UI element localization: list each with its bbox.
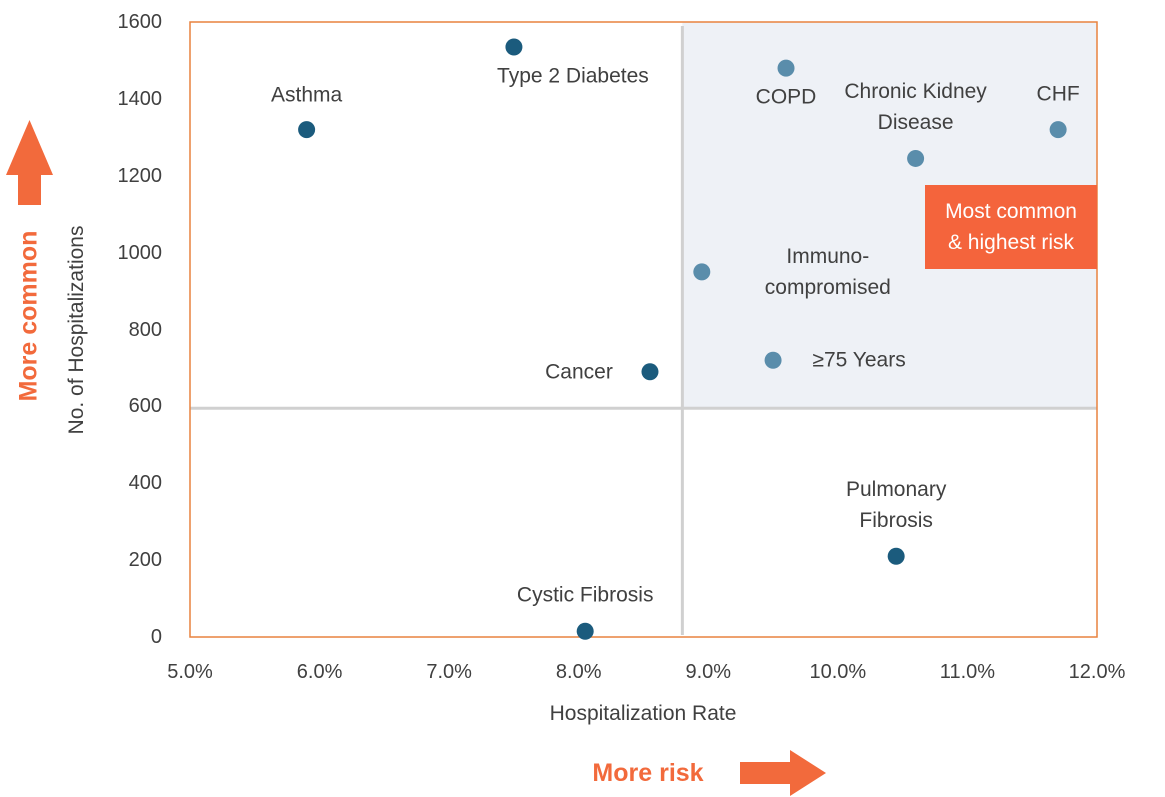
x-tick-label: 9.0% — [685, 661, 732, 683]
right-arrow — [740, 750, 826, 796]
y-tick-label: 600 — [128, 395, 162, 418]
y-tick-label: 0 — [150, 626, 162, 648]
point-label: Pulmonary Fibrosis — [845, 478, 947, 533]
x-tick-label: 8.0% — [555, 661, 602, 683]
point — [641, 363, 659, 381]
point — [505, 38, 523, 56]
y-tick-label: 1200 — [117, 164, 163, 187]
point-label: Immuno- compromised — [764, 244, 891, 299]
y-tick-label: 200 — [128, 549, 162, 572]
x-tick-label: 11.0% — [939, 661, 996, 683]
y-direction-label: More common — [14, 230, 43, 402]
point — [576, 622, 594, 640]
x-direction-label: More risk — [592, 759, 704, 787]
x-tick-label: 7.0% — [426, 661, 472, 683]
point — [298, 121, 316, 139]
y-tick-label: 1600 — [117, 11, 163, 33]
point — [777, 59, 795, 77]
point — [764, 351, 782, 369]
point-label: Cancer — [545, 360, 613, 384]
point — [907, 149, 925, 167]
x-tick-label: 5.0% — [167, 661, 213, 683]
point-label: Cystic Fibrosis — [516, 583, 654, 607]
point — [1049, 121, 1067, 139]
x-tick-label: 6.0% — [296, 661, 343, 683]
plot-border — [189, 21, 1098, 638]
point — [693, 263, 711, 281]
point-label: COPD — [755, 85, 817, 109]
point-label: Type 2 Diabetes — [497, 64, 649, 88]
x-tick-label: 10.0% — [809, 661, 867, 683]
annotation: Most common & highest risk — [925, 185, 1097, 269]
y-tick-label: 1000 — [117, 241, 163, 264]
point-label: Chronic Kidney Disease — [844, 80, 987, 135]
point-label: Asthma — [271, 83, 343, 107]
up-arrow — [6, 120, 53, 205]
point — [887, 547, 905, 565]
point-label: CHF — [1036, 82, 1080, 106]
point-label: ≥75 Years — [812, 348, 906, 372]
x-axis-label: Hospitalization Rate — [549, 702, 737, 725]
x-tick-label: 12.0% — [1068, 661, 1126, 683]
y-axis-label: No. of Hospitalizations — [65, 225, 88, 435]
y-tick-label: 1400 — [117, 87, 163, 110]
y-tick-label: 400 — [128, 472, 162, 495]
y-tick-label: 800 — [128, 318, 162, 341]
